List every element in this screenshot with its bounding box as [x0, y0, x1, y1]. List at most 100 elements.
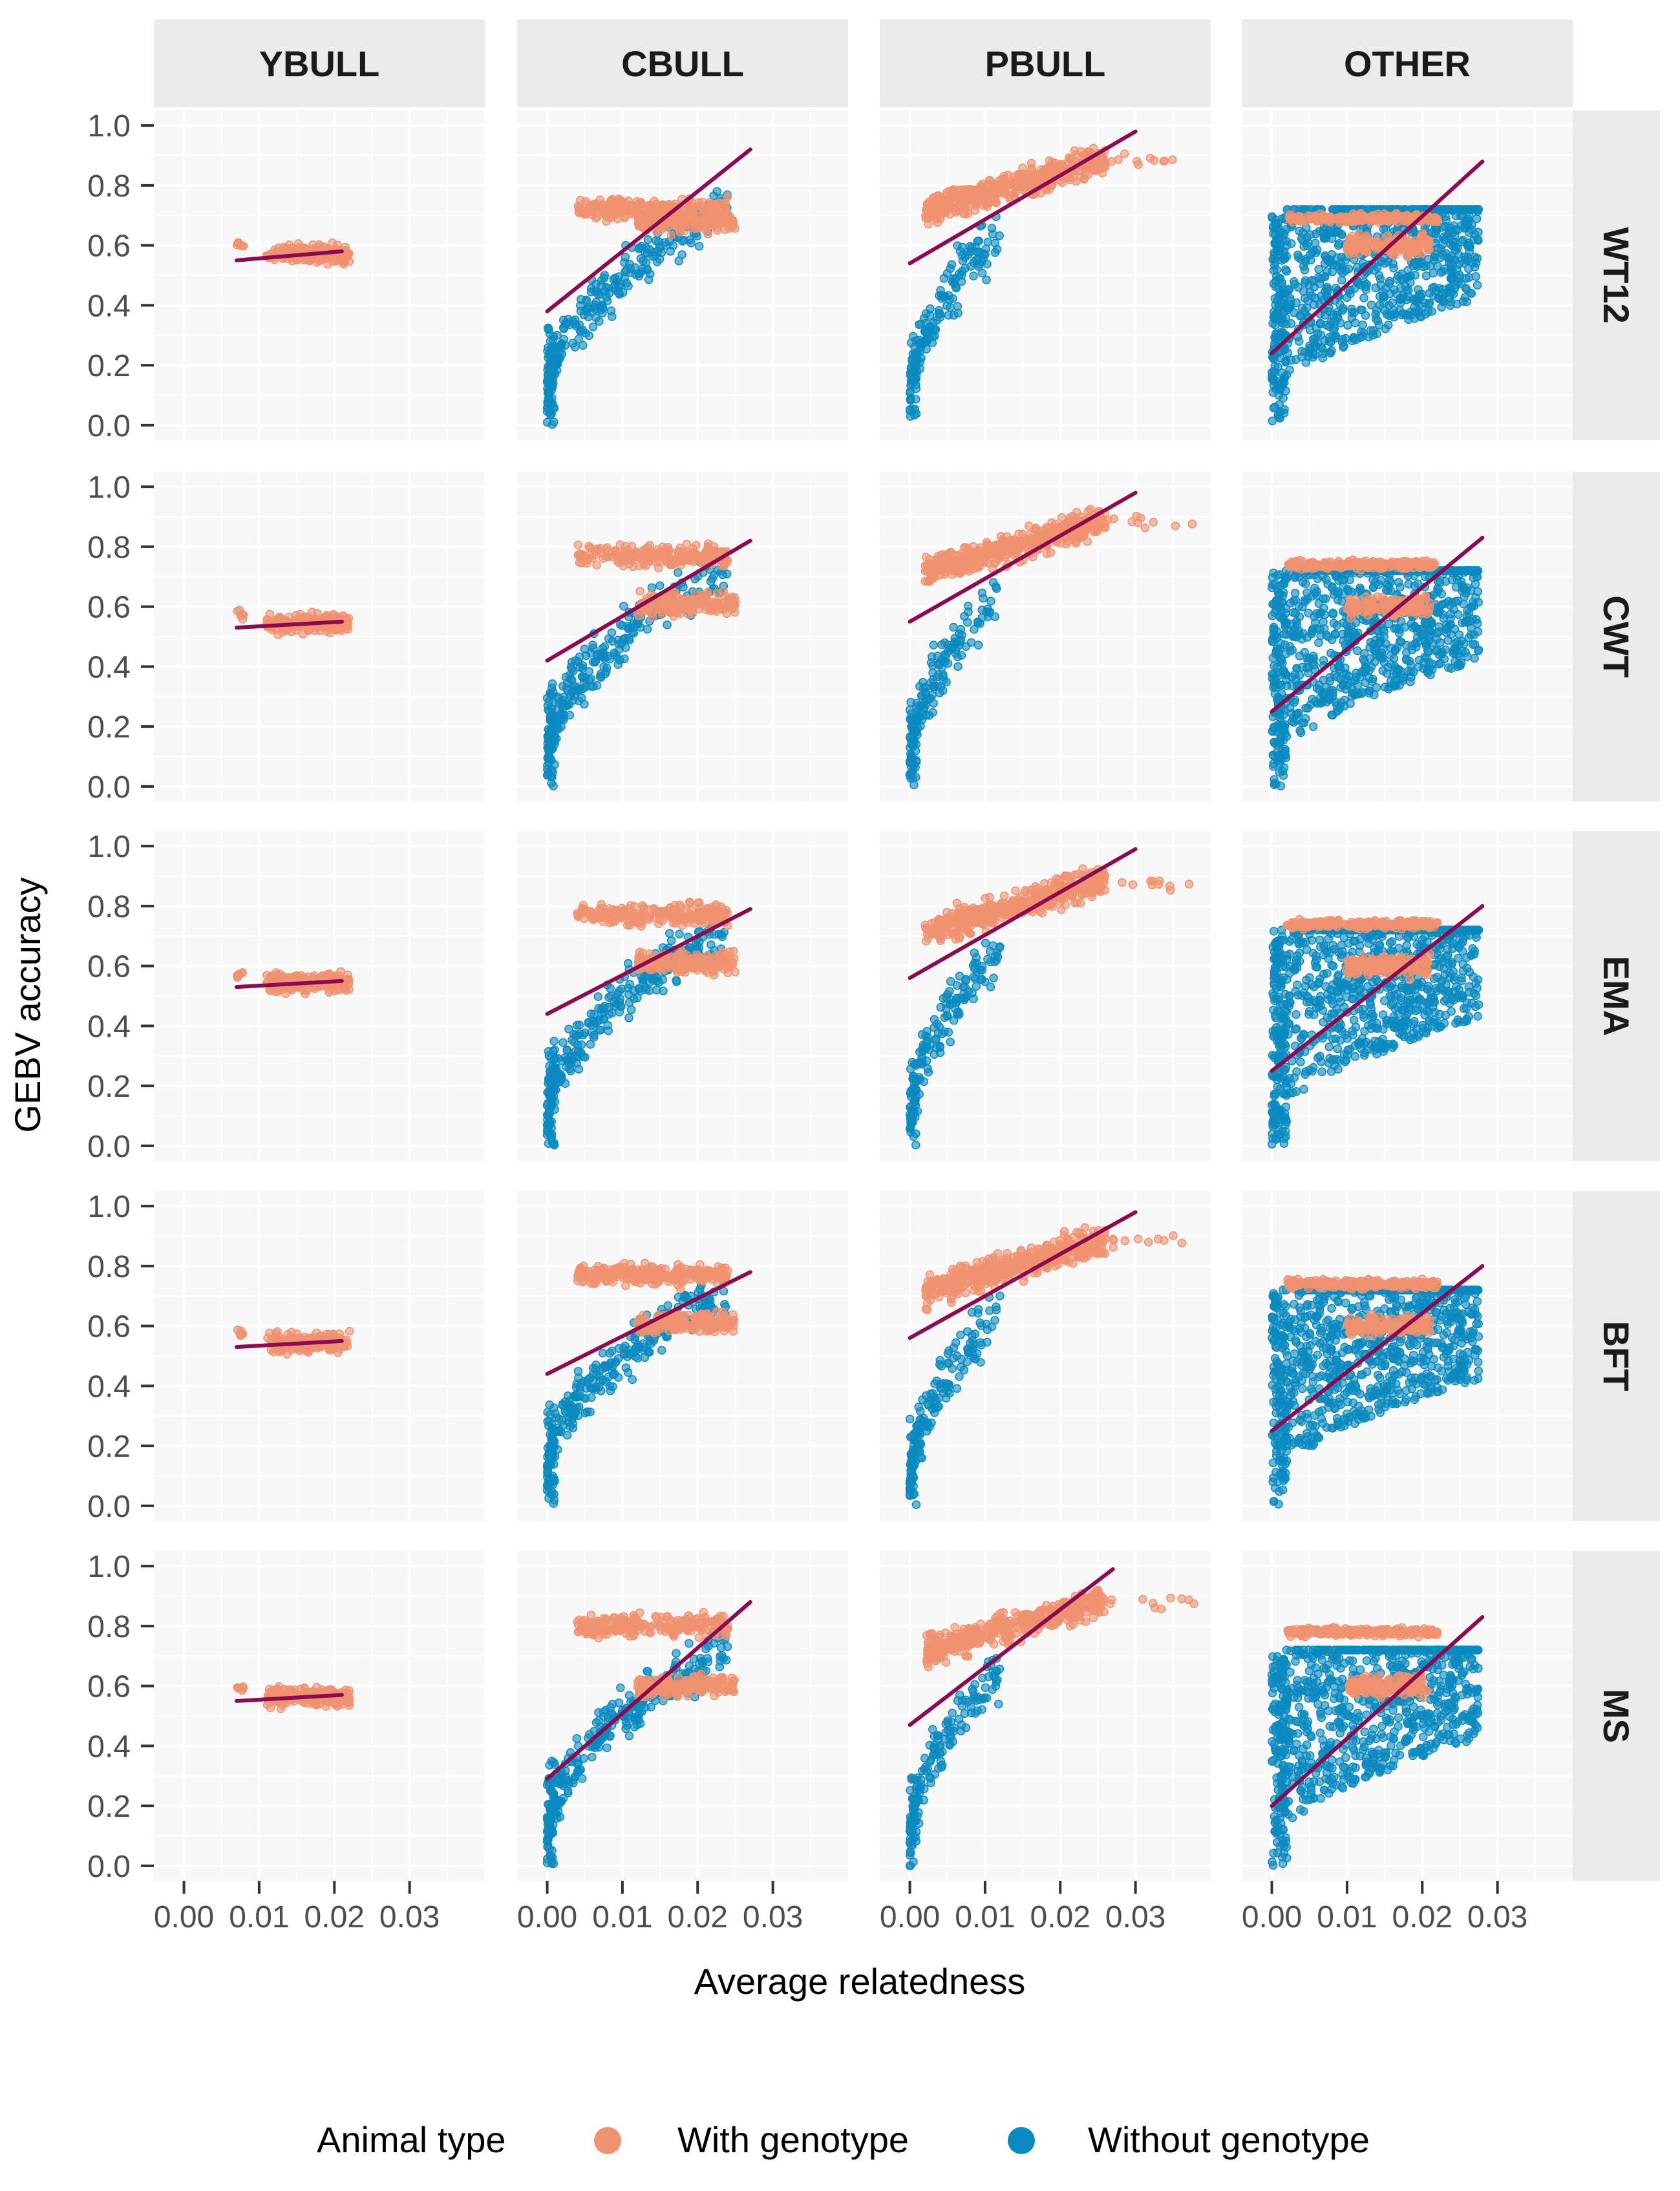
point-with-genotype [1081, 526, 1090, 535]
point-without-genotype [1392, 289, 1401, 299]
point-without-genotype [1414, 285, 1423, 294]
point-without-genotype [597, 276, 606, 285]
point-without-genotype [1271, 218, 1280, 228]
point-without-genotype [1376, 274, 1385, 284]
point-without-genotype [973, 237, 983, 246]
point-without-genotype [1316, 330, 1326, 340]
point-without-genotype [599, 304, 608, 313]
point-with-genotype [599, 554, 608, 563]
point-without-genotype [1469, 235, 1478, 245]
point-with-genotype [959, 209, 968, 218]
point-without-genotype [948, 294, 957, 303]
point-without-genotype [599, 652, 608, 662]
point-without-genotype [926, 693, 935, 703]
point-without-genotype [582, 297, 591, 306]
point-without-genotype [1429, 268, 1438, 278]
point-with-genotype [703, 229, 712, 238]
point-without-genotype [1438, 296, 1447, 306]
point-without-genotype [1457, 237, 1467, 246]
point-with-genotype [238, 615, 248, 624]
point-without-genotype [663, 620, 672, 630]
point-without-genotype [1279, 254, 1288, 263]
point-without-genotype [1446, 297, 1456, 306]
point-without-genotype [568, 666, 578, 676]
point-without-genotype [616, 620, 625, 629]
point-without-genotype [588, 682, 598, 691]
point-without-genotype [586, 287, 596, 297]
point-without-genotype [604, 634, 613, 644]
point-without-genotype [940, 292, 949, 302]
point-with-genotype [1070, 531, 1080, 540]
column-strip-other [1242, 19, 1573, 107]
point-without-genotype [910, 342, 919, 352]
point-without-genotype [1290, 277, 1299, 286]
point-with-genotype [698, 552, 707, 562]
point-with-genotype [1394, 247, 1403, 256]
point-without-genotype [1279, 394, 1288, 403]
point-without-genotype [1448, 238, 1458, 247]
point-without-genotype [1465, 212, 1474, 221]
point-without-genotype [1454, 630, 1464, 639]
point-with-genotype [1315, 216, 1325, 226]
point-without-genotype [1282, 319, 1291, 328]
point-without-genotype [1436, 268, 1446, 277]
point-with-genotype [960, 560, 970, 569]
point-without-genotype [950, 279, 959, 288]
point-without-genotype [619, 602, 628, 611]
point-with-genotype [648, 608, 657, 618]
point-with-genotype [722, 609, 731, 619]
point-without-genotype [722, 569, 732, 578]
point-without-genotype [1299, 262, 1308, 271]
point-without-genotype [620, 258, 629, 267]
point-without-genotype [1413, 308, 1423, 317]
point-with-genotype [591, 202, 601, 211]
point-with-genotype [573, 540, 583, 549]
point-with-genotype [952, 551, 962, 560]
point-without-genotype [1298, 228, 1308, 238]
point-with-genotype [921, 211, 930, 220]
point-without-genotype [1271, 282, 1280, 291]
point-without-genotype [1270, 238, 1279, 248]
column-strip-label: PBULL [985, 43, 1106, 84]
point-with-genotype [675, 228, 685, 237]
point-without-genotype [1471, 271, 1480, 281]
point-without-genotype [1324, 348, 1334, 357]
point-without-genotype [1337, 275, 1346, 285]
point-without-genotype [603, 284, 613, 293]
point-with-genotype [1335, 214, 1345, 224]
point-without-genotype [1273, 410, 1282, 419]
point-without-genotype [1405, 293, 1414, 302]
point-with-genotype [1016, 537, 1026, 547]
point-without-genotype [1348, 308, 1357, 317]
point-without-genotype [1447, 205, 1457, 214]
point-without-genotype [549, 363, 559, 372]
regression-line [235, 249, 344, 262]
point-without-genotype [1339, 343, 1348, 352]
point-without-genotype [979, 593, 988, 603]
point-without-genotype [608, 312, 617, 321]
point-without-genotype [946, 302, 955, 312]
point-with-genotype [573, 202, 583, 211]
point-without-genotype [643, 266, 652, 275]
point-without-genotype [969, 271, 978, 280]
point-without-genotype [990, 248, 1000, 257]
point-without-genotype [549, 332, 558, 341]
point-without-genotype [906, 774, 915, 783]
point-with-genotype [723, 192, 732, 201]
point-without-genotype [949, 622, 958, 632]
point-without-genotype [990, 238, 1000, 248]
point-with-genotype [929, 571, 938, 580]
point-without-genotype [977, 257, 986, 266]
point-without-genotype [568, 316, 577, 326]
point-without-genotype [1336, 229, 1346, 238]
point-without-genotype [643, 235, 653, 244]
point-without-genotype [952, 645, 961, 655]
point-without-genotype [986, 597, 995, 606]
point-without-genotype [937, 655, 946, 664]
point-without-genotype [928, 708, 937, 717]
point-with-genotype [1016, 176, 1025, 185]
point-without-genotype [576, 326, 586, 336]
point-without-genotype [636, 254, 646, 263]
point-without-genotype [929, 682, 938, 691]
point-without-genotype [1361, 311, 1370, 320]
